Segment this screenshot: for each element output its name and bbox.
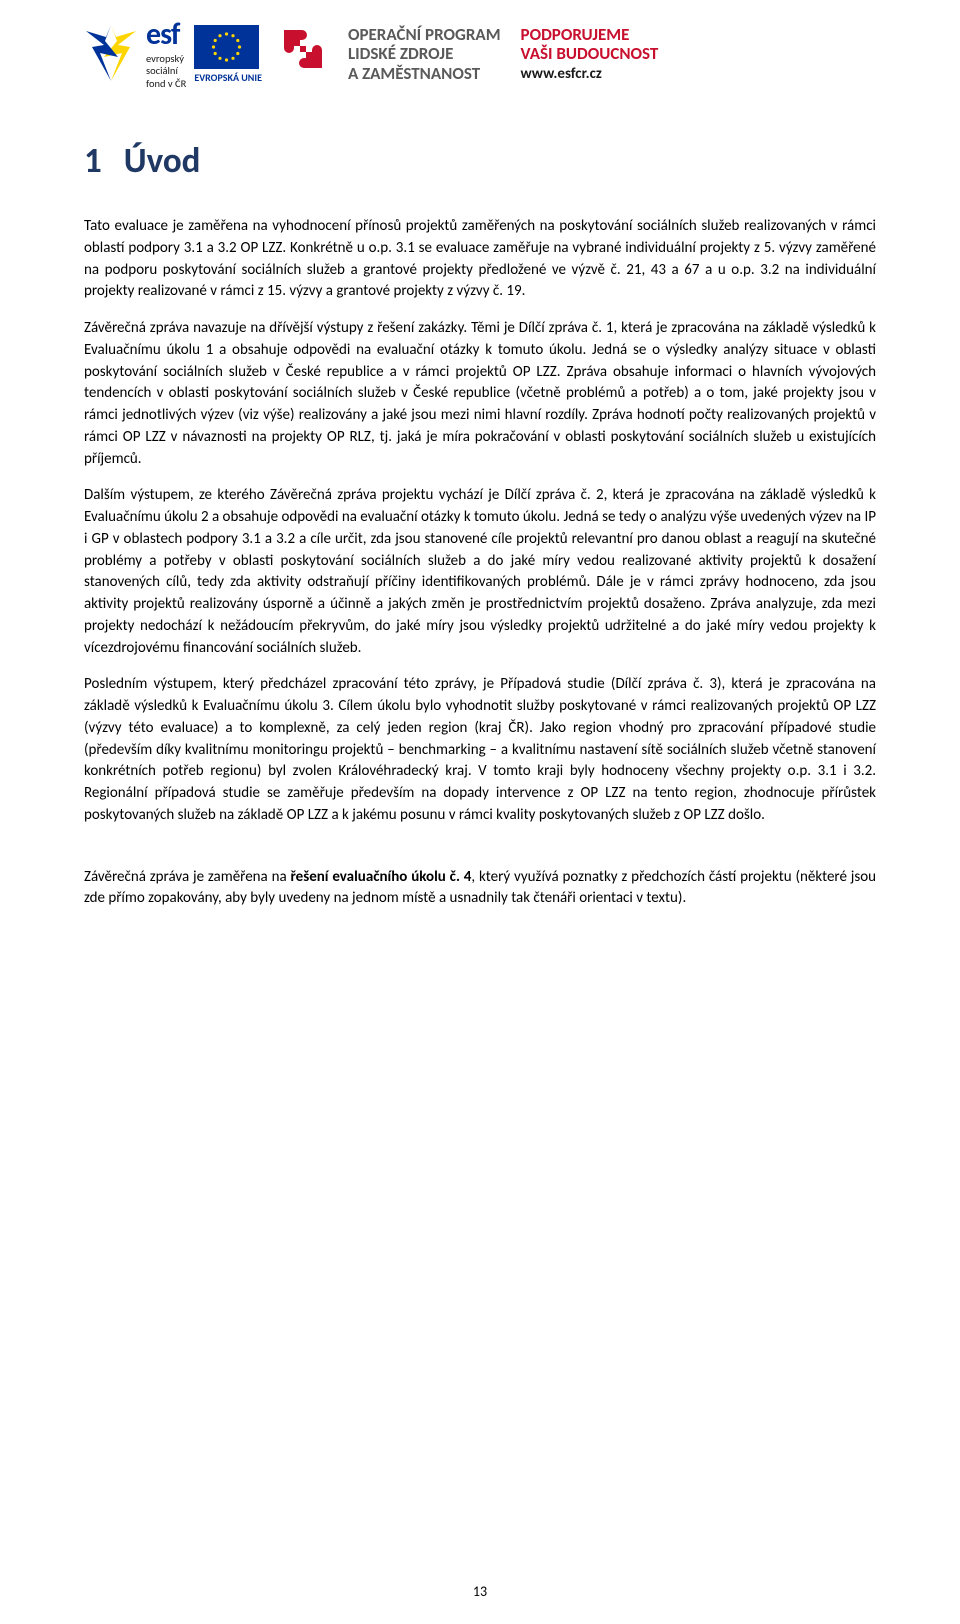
support-url: www.esfcr.cz <box>521 66 659 83</box>
esf-small: evropský sociální fond v ČR <box>146 53 186 89</box>
puzzle-logo <box>276 22 336 87</box>
eu-logo: EVROPSKÁ UNIE <box>194 25 262 84</box>
p5-a: Závěrečná zpráva je zaměřena na <box>84 868 291 886</box>
esf-star-icon <box>84 23 138 85</box>
support-text: PODPORUJEME VAŠI BUDOUCNOST www.esfcr.cz <box>521 25 659 83</box>
heading-title: Úvod <box>124 140 201 182</box>
eu-label: EVROPSKÁ UNIE <box>194 71 262 84</box>
esf-text: esf evropský sociální fond v ČR <box>146 18 186 89</box>
header-logo-bar: esf evropský sociální fond v ČR <box>84 14 876 94</box>
paragraph-3: Dalším výstupem, ze kterého Závěrečná zp… <box>84 485 876 659</box>
section-heading: 1 Úvod <box>84 140 876 182</box>
puzzle-icon <box>276 22 336 82</box>
heading-number: 1 <box>84 140 102 182</box>
paragraph-2: Závěrečná zpráva navazuje na dřívější vý… <box>84 318 876 470</box>
paragraph-4: Posledním výstupem, který předcházel zpr… <box>84 674 876 826</box>
paragraph-5: Závěrečná zpráva je zaměřena na řešení e… <box>84 867 876 911</box>
esf-big: esf <box>146 18 186 51</box>
eu-flag-icon <box>194 25 259 69</box>
op-program-text: OPERAČNÍ PROGRAM LIDSKÉ ZDROJE A ZAMĚSTN… <box>348 25 501 84</box>
p5-bold: řešení evaluačního úkolu č. 4 <box>291 868 472 886</box>
document-page: esf evropský sociální fond v ČR <box>0 0 960 1624</box>
page-number: 13 <box>0 1583 960 1600</box>
esf-logo: esf evropský sociální fond v ČR <box>84 18 186 89</box>
paragraph-1: Tato evaluace je zaměřena na vyhodnocení… <box>84 216 876 303</box>
